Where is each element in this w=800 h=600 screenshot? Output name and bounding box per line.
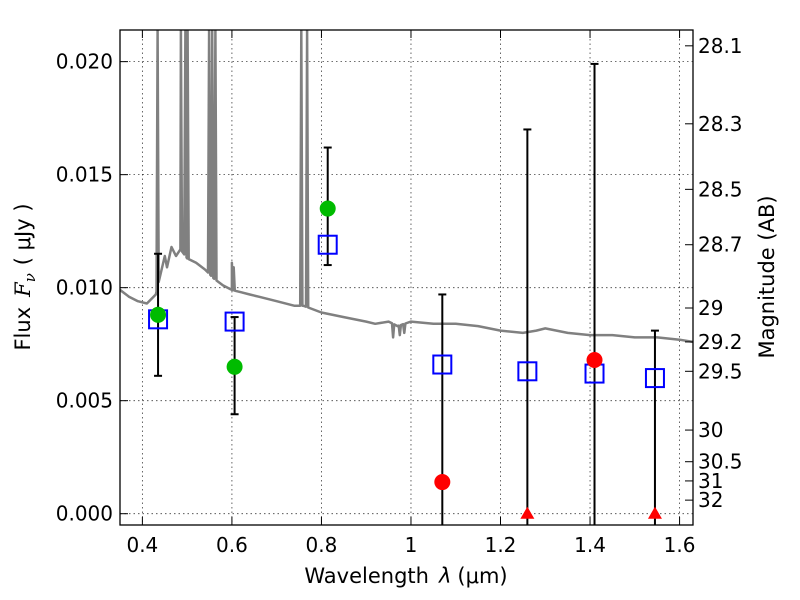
non-detection-marker: [586, 352, 603, 368]
y2-tick-label: 28.7: [698, 233, 743, 257]
y-tick-label: 0.015: [56, 163, 113, 187]
upper-limit-marker: [647, 506, 662, 519]
x-axis-label-symbol: λ: [438, 564, 451, 588]
y2-tick-label: 29.5: [698, 359, 743, 383]
y2-tick-label: 30: [698, 418, 723, 442]
plot-background: [120, 30, 693, 525]
model-photometry-marker: [644, 368, 665, 389]
y2-tick-label: 31: [698, 469, 723, 493]
x-axis-label-unit: (μm): [457, 564, 507, 588]
model-spectrum-line: [120, 30, 693, 344]
upper-limit-marker: [520, 506, 535, 519]
detection-marker: [319, 200, 336, 217]
y2-tick-label: 28.5: [698, 177, 743, 201]
x-axis-label-prefix: Wavelength: [304, 564, 429, 588]
y2-tick-label: 29: [698, 296, 723, 320]
data-markers: [148, 200, 665, 519]
y-tick-label: 0.000: [56, 502, 113, 526]
y2-tick-label: 30.5: [698, 450, 743, 474]
x-tick-label: 0.6: [216, 533, 248, 557]
x-tick-label: 1.6: [664, 533, 696, 557]
y-axis-label-subscript: ν: [21, 273, 39, 282]
x-tick-label: 1.4: [574, 533, 606, 557]
model-photometry-marker: [317, 234, 338, 255]
x-tick-label: 0.8: [306, 533, 338, 557]
model-photometry-marker: [432, 354, 453, 375]
y-axis-label-prefix: Flux: [11, 307, 35, 351]
y2-tick-label: 28.3: [698, 112, 743, 136]
y-tick-label: 0.005: [56, 389, 113, 413]
detection-marker: [150, 306, 167, 323]
y-tick-label: 0.020: [56, 50, 113, 74]
detection-marker: [226, 358, 243, 375]
plot-frame: [119, 29, 694, 526]
model-photometry-marker: [224, 311, 245, 332]
y2-tick-label: 29.2: [698, 330, 743, 354]
y-axis-label-unit: ( μJy ): [11, 203, 35, 265]
y-axis-label: Flux Fν ( μJy ): [11, 203, 39, 350]
model-spectrum-layer: [120, 30, 693, 344]
x-axis-label: Wavelength λ (μm): [304, 564, 507, 588]
x-tick-label: 0.4: [126, 533, 158, 557]
y2-tick-label: 32: [698, 488, 723, 512]
y2-tick-label: 28.1: [698, 34, 743, 58]
y-tick-label: 0.010: [56, 276, 113, 300]
axis-ticks: 0.4 0.6 0.8 1 1.2 1.4 1.6 0.000 0.005 0.010 0.015 0…: [56, 30, 743, 557]
secondary-y-axis-label: Magnitude (AB): [755, 195, 779, 358]
model-photometry-marker: [517, 361, 538, 382]
non-detection-marker: [434, 474, 451, 491]
y-axis-label-symbol: F: [11, 281, 35, 298]
x-tick-label: 1: [405, 533, 418, 557]
x-tick-label: 1.2: [485, 533, 517, 557]
